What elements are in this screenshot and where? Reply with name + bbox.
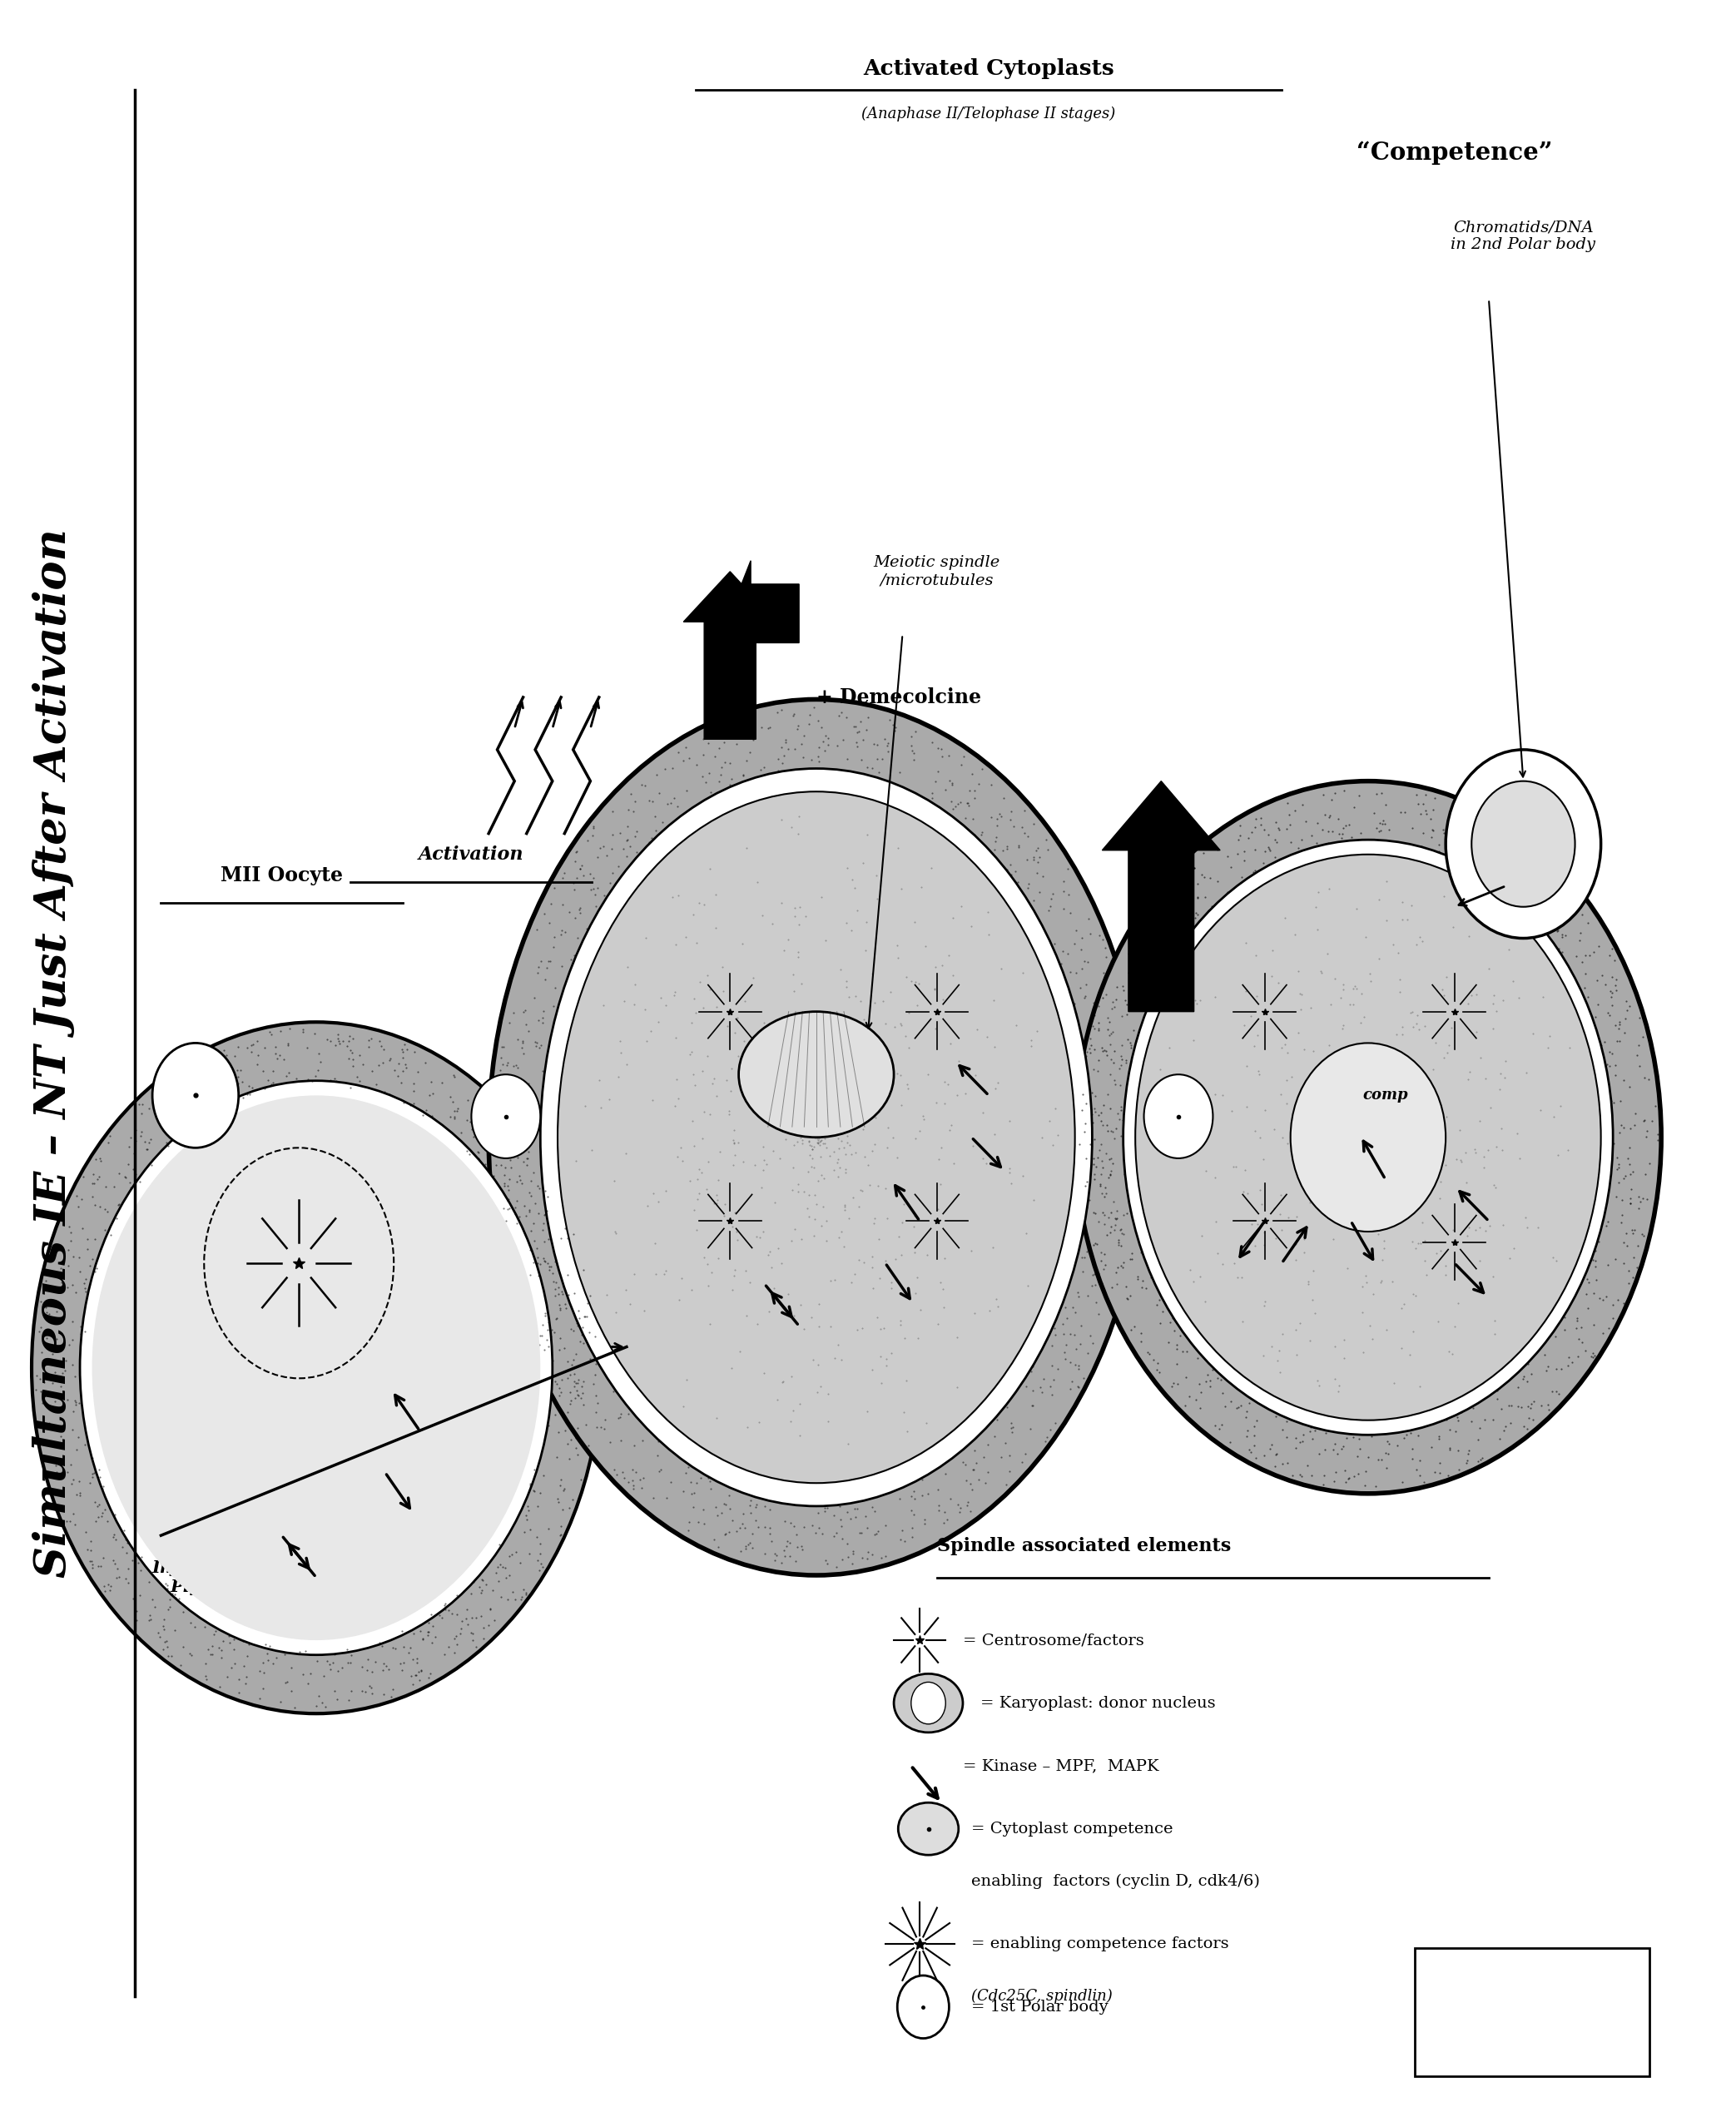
Text: Simultaneous IE – NT Just After Activation: Simultaneous IE – NT Just After Activati… — [33, 529, 75, 1578]
Circle shape — [1144, 1075, 1213, 1159]
Text: “Competence”: “Competence” — [1356, 141, 1552, 164]
Text: Meiotic spindle
/microtubules: Meiotic spindle /microtubules — [873, 556, 1000, 588]
Text: + Demecolcine: + Demecolcine — [816, 687, 981, 708]
Ellipse shape — [540, 769, 1092, 1507]
Text: = enabling competence factors: = enabling competence factors — [972, 1936, 1229, 1951]
FancyArrow shape — [1102, 782, 1220, 1011]
FancyArrow shape — [684, 571, 776, 740]
Text: Spindle associated elements: Spindle associated elements — [937, 1536, 1231, 1555]
Text: = 1st Polar body: = 1st Polar body — [972, 2000, 1109, 2014]
Text: enabling  factors (cyclin D, cdk4/6): enabling factors (cyclin D, cdk4/6) — [972, 1873, 1260, 1888]
Text: Activation: Activation — [418, 845, 524, 864]
Circle shape — [1135, 855, 1601, 1420]
Text: comp: comp — [1363, 1087, 1408, 1102]
Circle shape — [472, 1075, 540, 1159]
Circle shape — [153, 1043, 238, 1148]
Text: MII Oocyte: MII Oocyte — [220, 866, 342, 885]
Circle shape — [1472, 782, 1575, 906]
Circle shape — [31, 1022, 601, 1713]
Circle shape — [1123, 841, 1613, 1435]
Text: Activated Cytoplasts: Activated Cytoplasts — [863, 59, 1115, 78]
Text: = Karyoplast: donor nucleus: = Karyoplast: donor nucleus — [981, 1696, 1215, 1711]
Text: Chromatids/DNA
in 2nd Polar body: Chromatids/DNA in 2nd Polar body — [1451, 219, 1595, 253]
Text: (Cdc25C, spindlin): (Cdc25C, spindlin) — [972, 1989, 1113, 2004]
Ellipse shape — [488, 700, 1144, 1576]
Ellipse shape — [898, 1804, 958, 1854]
Circle shape — [1446, 750, 1601, 938]
Ellipse shape — [738, 1011, 894, 1138]
Text: FIG. 2: FIG. 2 — [1496, 2002, 1568, 2021]
Text: (Anaphase II/Telophase II stages): (Anaphase II/Telophase II stages) — [861, 105, 1116, 122]
Circle shape — [898, 1976, 950, 2037]
Text: = Cytoplast competence: = Cytoplast competence — [972, 1820, 1174, 1837]
Text: = Kinase – MPF,  MAPK: = Kinase – MPF, MAPK — [963, 1759, 1160, 1774]
Text: Injection
Pipet: Injection Pipet — [151, 1559, 240, 1595]
Circle shape — [911, 1681, 946, 1724]
Ellipse shape — [557, 792, 1075, 1483]
FancyBboxPatch shape — [1415, 1949, 1649, 2075]
FancyArrow shape — [731, 560, 799, 666]
Circle shape — [1075, 782, 1661, 1494]
Text: = Centrosome/factors: = Centrosome/factors — [963, 1633, 1144, 1648]
Ellipse shape — [894, 1673, 963, 1732]
Circle shape — [1290, 1043, 1446, 1233]
Circle shape — [80, 1081, 552, 1654]
Circle shape — [92, 1096, 540, 1639]
